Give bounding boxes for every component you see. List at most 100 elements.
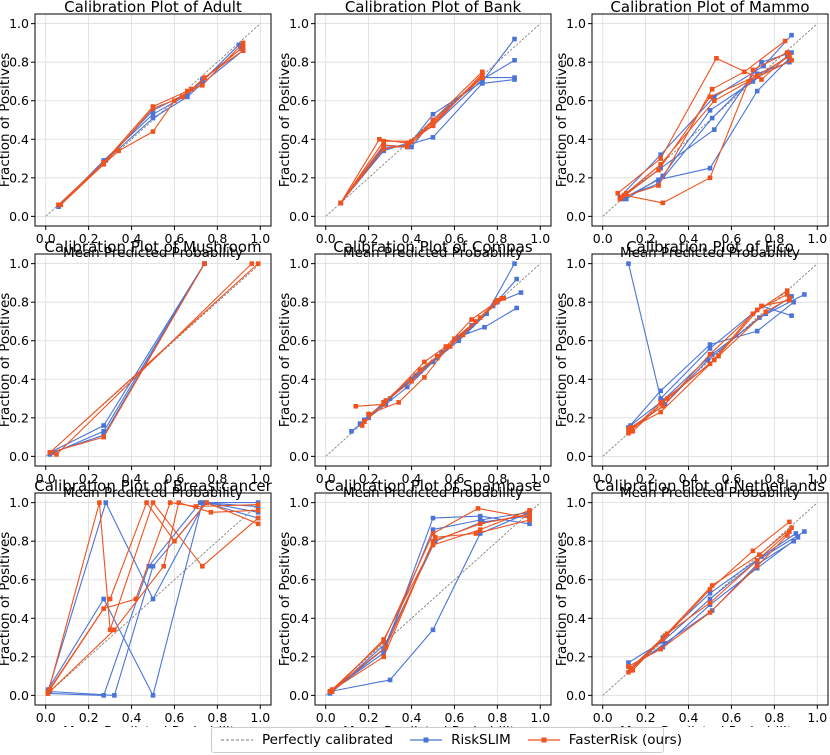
- y-tick-label: 0.2: [566, 649, 586, 664]
- fasterrisk-point: [658, 162, 663, 167]
- x-tick-label: 0.6: [445, 710, 465, 725]
- x-tick-label: 0.2: [359, 471, 379, 486]
- plot-frame: [591, 253, 829, 467]
- calibration-figure: 0.0 0.2 0.4 0.6 0.8 1.0 0.0 0.2 0.4 0.6 0.8 1.0 Cali…: [0, 0, 829, 727]
- y-tick-label: 0.6: [9, 572, 29, 587]
- fasterrisk-series-line: [47, 502, 259, 694]
- riskslim-series-line: [340, 59, 515, 204]
- plot-frame: [34, 13, 272, 227]
- fasterrisk-point: [480, 73, 485, 78]
- fasterrisk-point: [787, 519, 792, 525]
- fasterrisk-point: [707, 587, 713, 592]
- chart-title: Calibration Plot of Breastcancer: [34, 477, 272, 495]
- y-tick-label: 0.8: [289, 55, 309, 70]
- riskslim-point: [150, 693, 156, 698]
- fasterrisk-point: [750, 548, 756, 554]
- y-tick-label: 0.2: [9, 649, 29, 664]
- fasterrisk-point: [452, 336, 457, 342]
- riskslim-point: [789, 313, 794, 318]
- fasterrisk-point: [658, 400, 663, 405]
- fasterrisk-point: [249, 261, 254, 266]
- calibration-panel-1: 0.0 0.2 0.4 0.6 0.8 1.00.00.20.40.60.81.0Cali…: [0, 0, 272, 261]
- fasterrisk-point: [742, 69, 747, 75]
- fasterrisk-point: [477, 527, 483, 532]
- fasterrisk-point: [107, 596, 113, 602]
- y-tick-label: 0.8: [289, 534, 309, 549]
- legend-item-perfect: Perfectly calibrated: [220, 732, 393, 748]
- fasterrisk-point: [707, 175, 713, 181]
- x-tick-label: 0.8: [487, 231, 507, 246]
- x-axis-label: Mean Predicted Probability: [63, 245, 243, 261]
- y-axis-label: Fraction of Positives: [277, 532, 293, 667]
- x-tick-label: 0.0: [316, 231, 336, 246]
- x-tick-label: 1.0: [250, 231, 270, 246]
- riskslim-point: [658, 152, 663, 157]
- riskslim-point: [101, 693, 106, 698]
- fasterrisk-point: [180, 94, 186, 100]
- calibration-panel-7: 0.0 0.2 0.4 0.6 0.8 1.0 0.0 0.2 0.4 0.6 0.8 1.0 Cali…: [0, 477, 273, 727]
- riskslim-point: [626, 660, 631, 665]
- fasterrisk-point: [759, 77, 764, 82]
- calibration-panel-5: 0.0 0.2 0.4 0.6 0.8 1.00.00.20.40.60.81.0Cali…: [277, 238, 552, 501]
- riskslim-point: [707, 342, 713, 347]
- fasterrisk-series-line: [368, 297, 505, 415]
- riskslim-series-line: [340, 77, 515, 204]
- x-tick-label: 1.0: [807, 231, 827, 246]
- y-axis-label: Fraction of Positives: [0, 53, 13, 188]
- fasterrisk-point: [161, 563, 167, 569]
- fasterrisk-point: [172, 538, 177, 544]
- x-tick-label: 0.8: [487, 710, 507, 725]
- legend-label-fasterrisk: FasterRisk (ours): [568, 732, 682, 748]
- legend-label-riskslim: RiskSLIM: [451, 732, 511, 748]
- plot-frame: [34, 253, 272, 467]
- x-axis-label: Mean Predicted Probability: [620, 245, 800, 261]
- riskslim-point: [512, 261, 517, 266]
- y-tick-label: 1.0: [9, 256, 29, 271]
- fasterrisk-point: [396, 400, 401, 405]
- x-tick-label: 0.4: [402, 231, 422, 246]
- riskslim-point: [707, 108, 713, 113]
- fasterrisk-point: [329, 687, 335, 692]
- fasterrisk-point: [97, 500, 102, 505]
- fasterrisk-point: [716, 353, 721, 359]
- fasterrisk-point: [615, 190, 621, 196]
- fasterrisk-point: [750, 67, 756, 73]
- y-tick-label: 0.0: [566, 449, 586, 464]
- dashed-line-icon: [221, 739, 253, 741]
- riskslim-point: [349, 429, 354, 434]
- fasterrisk-point: [658, 646, 663, 652]
- fasterrisk-point: [185, 88, 190, 94]
- riskslim-series-line: [340, 38, 515, 204]
- fasterrisk-point: [707, 610, 713, 615]
- fasterrisk-point: [362, 419, 367, 424]
- y-tick-label: 0.2: [566, 410, 586, 425]
- riskslim-point: [759, 59, 764, 65]
- y-tick-label: 0.4: [289, 611, 309, 626]
- x-tick-label: 0.6: [722, 231, 742, 246]
- riskslim-point: [456, 338, 462, 344]
- fasterrisk-point: [656, 183, 661, 188]
- x-tick-label: 0.0: [36, 710, 56, 725]
- x-tick-label: 0.4: [122, 710, 142, 725]
- y-tick-label: 1.0: [289, 256, 309, 271]
- fasterrisk-point: [664, 631, 670, 636]
- y-tick-label: 0.8: [9, 534, 29, 549]
- y-tick-label: 0.6: [566, 93, 586, 108]
- fasterrisk-point: [664, 396, 670, 401]
- fasterrisk-point: [430, 117, 436, 123]
- fasterrisk-point: [714, 56, 719, 61]
- fasterrisk-point: [754, 73, 760, 78]
- fasterrisk-point: [628, 425, 633, 430]
- fasterrisk-point: [240, 44, 246, 50]
- chart-title: Calibration Plot of Bank: [345, 0, 522, 16]
- fasterrisk-point: [477, 315, 483, 320]
- fasterrisk-point: [107, 627, 113, 633]
- x-tick-label: 1.0: [807, 471, 827, 486]
- fasterrisk-point: [366, 411, 371, 417]
- x-tick-label: 0.2: [636, 231, 656, 246]
- y-tick-label: 0.6: [566, 333, 586, 348]
- x-tick-label: 0.2: [636, 471, 656, 486]
- fasterrisk-point: [630, 668, 636, 673]
- riskslim-point: [512, 75, 517, 80]
- y-tick-label: 0.6: [9, 93, 29, 108]
